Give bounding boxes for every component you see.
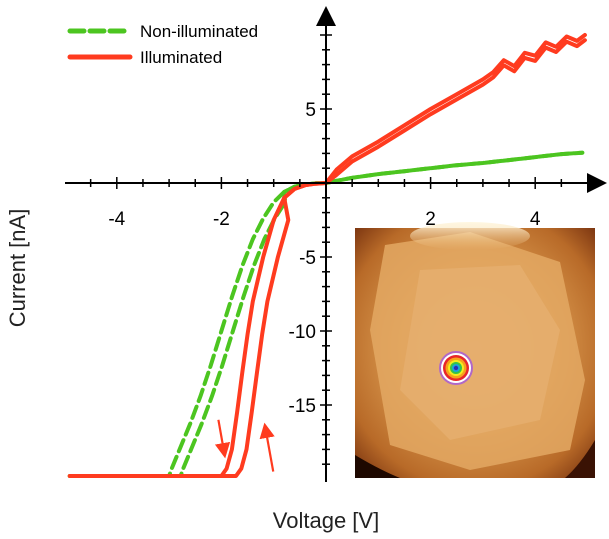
x-tick-label: 4 (530, 209, 541, 230)
legend: Non-illuminated Illuminated (67, 22, 258, 67)
x-tick-label: -2 (213, 209, 230, 230)
x-tick-label: -4 (108, 209, 125, 230)
x-tick-labels: -4 -2 2 4 (108, 209, 541, 230)
afm-inset-image (355, 222, 595, 478)
axes (65, 6, 607, 482)
legend-label-illuminated: Illuminated (140, 48, 222, 67)
concentric-rings-icon (439, 351, 473, 385)
series-line-non-illuminated (79, 150, 585, 478)
sweep-direction-arrows (214, 419, 275, 472)
y-tick-labels: 5 -5 -10 -15 (289, 100, 316, 417)
x-axis-title: Voltage [V] (273, 508, 379, 533)
legend-label-non-illuminated: Non-illuminated (140, 22, 258, 41)
series-line-illuminated (67, 33, 587, 478)
x-axis-ticks (89, 177, 563, 189)
y-tick-label: -5 (299, 248, 316, 269)
sweep-arrow-down (214, 419, 231, 459)
y-axis-ticks (320, 19, 332, 465)
sweep-arrow-up (259, 422, 275, 472)
y-axis-title: Current [nA] (5, 209, 30, 328)
series-line-illuminated (82, 38, 587, 478)
y-tick-label: 5 (305, 100, 316, 121)
data-curves (67, 33, 587, 478)
y-tick-label: -10 (289, 322, 316, 343)
x-tick-label: 2 (425, 209, 436, 230)
y-tick-label: -15 (289, 396, 316, 417)
